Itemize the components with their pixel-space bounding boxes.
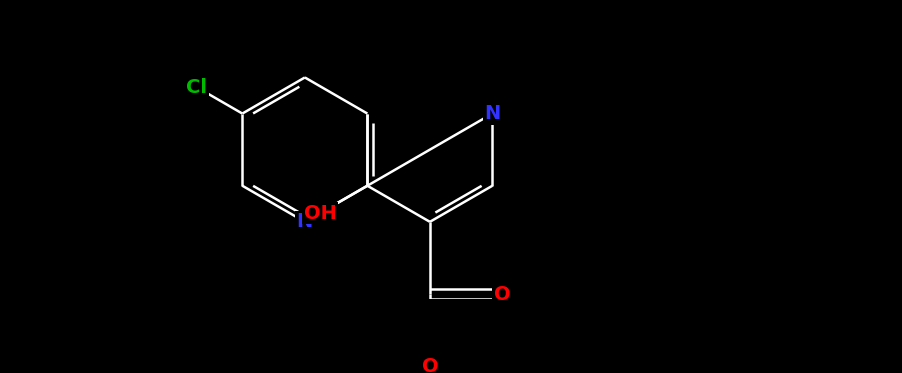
Text: N: N — [297, 212, 313, 231]
Text: N: N — [484, 104, 501, 123]
Text: O: O — [493, 285, 511, 304]
Text: O: O — [421, 357, 438, 373]
Text: OH: OH — [304, 204, 336, 223]
Text: Cl: Cl — [186, 78, 207, 97]
